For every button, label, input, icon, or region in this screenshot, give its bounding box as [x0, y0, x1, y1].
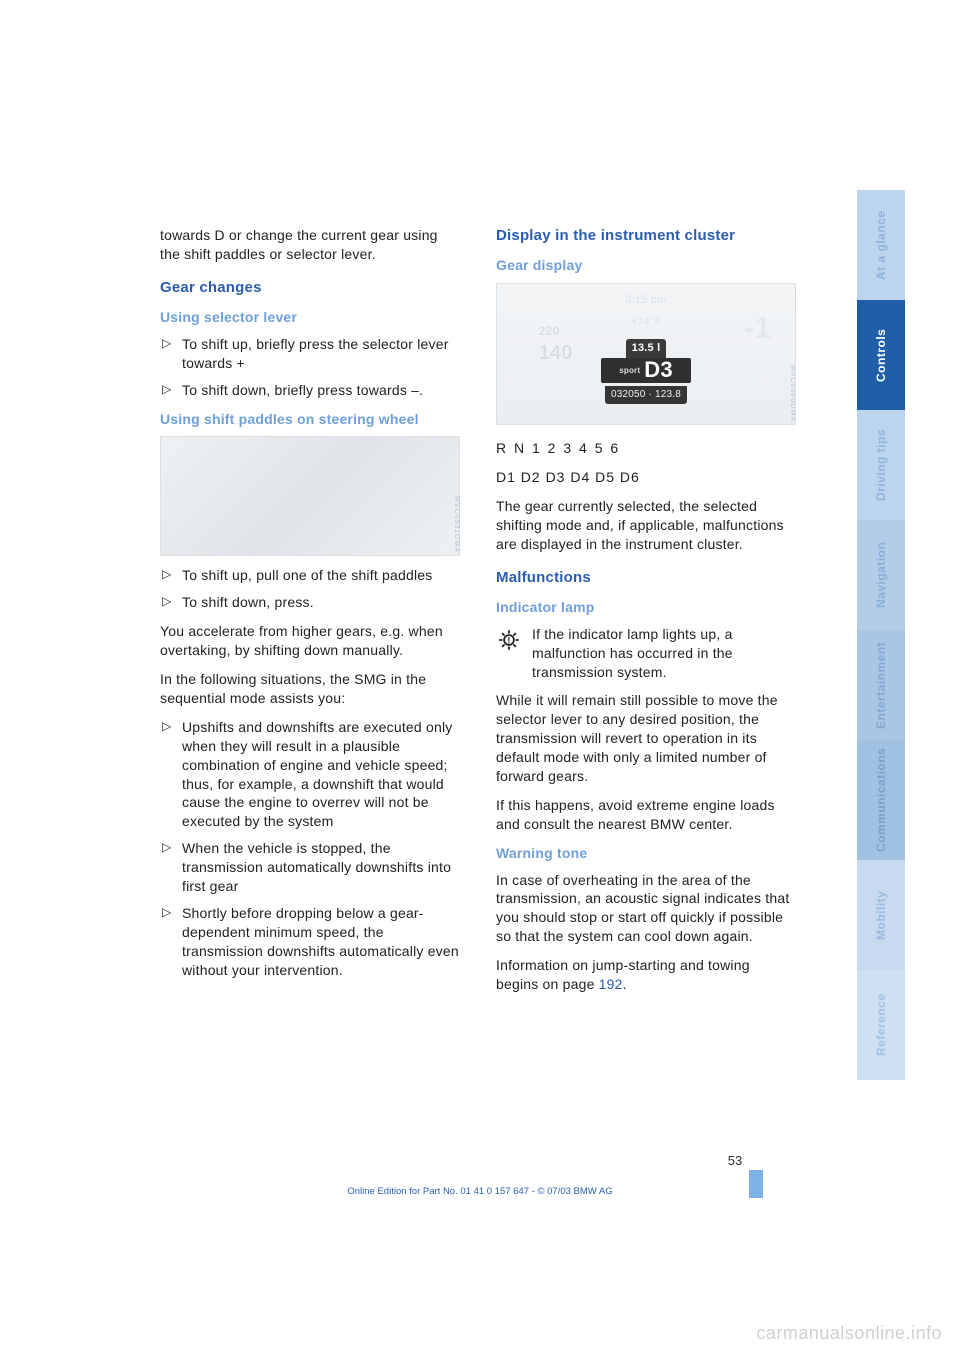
- indicator-text: If the indicator lamp lights up, a malfu…: [532, 625, 796, 682]
- warning-gear-icon: !: [496, 627, 522, 653]
- cluster-fuel: 13.5 l: [626, 339, 667, 358]
- figure-code: MVC0931OMA: [452, 496, 461, 553]
- list-item: To shift up, briefly press the selector …: [160, 335, 460, 373]
- cluster-speed: 220 140: [539, 323, 573, 366]
- paragraph: While it will remain still possible to m…: [496, 691, 796, 785]
- page-number: 53: [728, 1153, 742, 1168]
- list-item: Upshifts and downshifts are executed onl…: [160, 718, 460, 831]
- subheading-gear-display: Gear display: [496, 256, 796, 275]
- tab-mobility[interactable]: Mobility: [857, 860, 905, 970]
- subheading-indicator-lamp: Indicator lamp: [496, 598, 796, 617]
- heading-display-cluster: Display in the instrument cluster: [496, 226, 796, 246]
- list-item: To shift up, pull one of the shift paddl…: [160, 566, 460, 585]
- figure-code: MVC0560OMA: [788, 365, 796, 422]
- tab-entertainment[interactable]: Entertainment: [857, 630, 905, 740]
- steering-wheel-figure: MVC0931OMA: [160, 436, 460, 556]
- watermark: carmanualsonline.info: [756, 1323, 942, 1344]
- gear-line-1: R N 1 2 3 4 5 6: [496, 439, 796, 458]
- paragraph: In the following situations, the SMG in …: [160, 670, 460, 708]
- list-item: Shortly before dropping below a gear-dep…: [160, 904, 460, 980]
- right-column: Display in the instrument cluster Gear d…: [496, 226, 796, 1004]
- subheading-shift-paddles: Using shift paddles on steering wheel: [160, 410, 460, 429]
- heading-malfunctions: Malfunctions: [496, 568, 796, 588]
- cluster-center: 13.5 l sport D3 032050 · 123.8: [586, 337, 706, 404]
- smg-assist-list: Upshifts and downshifts are executed onl…: [160, 718, 460, 980]
- paragraph: If this happens, avoid extreme engine lo…: [496, 796, 796, 834]
- paragraph-with-link: Information on jump-starting and towing …: [496, 956, 796, 994]
- indicator-row: ! If the indicator lamp lights up, a mal…: [496, 625, 796, 682]
- list-item: To shift down, press.: [160, 593, 460, 612]
- paragraph: In case of overheating in the area of th…: [496, 871, 796, 947]
- subheading-warning-tone: Warning tone: [496, 844, 796, 863]
- cluster-gear: sport D3: [601, 358, 691, 383]
- cluster-figure: 220 140 3:15 pm +74°F 13.5 l sport D3 032…: [496, 283, 796, 425]
- cluster-temp: +74°F: [631, 315, 662, 330]
- intro-text: towards D or change the current gear usi…: [160, 226, 460, 264]
- list-item: When the vehicle is stopped, the transmi…: [160, 839, 460, 896]
- paragraph: You accelerate from higher gears, e.g. w…: [160, 622, 460, 660]
- manual-page: towards D or change the current gear usi…: [0, 0, 960, 1358]
- cluster-gear-value: D3: [644, 357, 673, 382]
- cluster-time: 3:15 pm: [625, 293, 666, 308]
- footer-text: Online Edition for Part No. 01 41 0 157 …: [0, 1186, 960, 1197]
- tab-at-a-glance[interactable]: At a glance: [857, 190, 905, 300]
- section-tabs: At a glanceControlsDriving tipsNavigatio…: [857, 190, 905, 1080]
- tab-navigation[interactable]: Navigation: [857, 520, 905, 630]
- tab-controls[interactable]: Controls: [857, 300, 905, 410]
- list-item: To shift down, briefly press towards –.: [160, 381, 460, 400]
- content-columns: towards D or change the current gear usi…: [160, 226, 800, 1004]
- cluster-sport-label: sport: [619, 367, 640, 376]
- tab-reference[interactable]: Reference: [857, 970, 905, 1080]
- shift-paddles-list: To shift up, pull one of the shift paddl…: [160, 566, 460, 612]
- page-link-192[interactable]: 192: [599, 976, 623, 992]
- paragraph: The gear currently selected, the selecte…: [496, 497, 796, 554]
- cluster-right-gear: -1: [744, 309, 771, 350]
- tab-driving-tips[interactable]: Driving tips: [857, 410, 905, 520]
- tick-220: 220: [539, 323, 573, 339]
- heading-gear-changes: Gear changes: [160, 278, 460, 298]
- gear-line-2: D1 D2 D3 D4 D5 D6: [496, 468, 796, 487]
- cluster-odo: 032050 · 123.8: [605, 386, 687, 404]
- speed-value: 140: [539, 342, 573, 364]
- subheading-selector-lever: Using selector lever: [160, 308, 460, 327]
- selector-lever-list: To shift up, briefly press the selector …: [160, 335, 460, 400]
- left-column: towards D or change the current gear usi…: [160, 226, 460, 1004]
- text-fragment: .: [623, 976, 627, 992]
- tab-communications[interactable]: Communications: [857, 740, 905, 860]
- svg-text:!: !: [507, 635, 510, 645]
